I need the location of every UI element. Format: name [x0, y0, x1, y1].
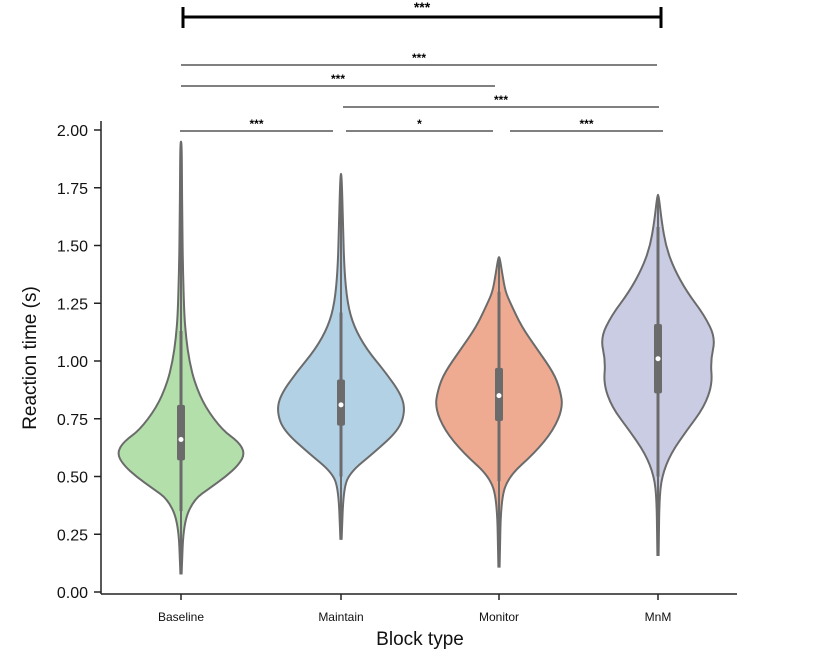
violin-median-dot	[655, 356, 661, 362]
violin-median-dot	[338, 402, 344, 408]
violins-group	[117, 140, 715, 575]
y-axis-title: Reaction time (s)	[20, 286, 41, 430]
x-tick-label: Monitor	[479, 610, 519, 624]
x-tick-label: Baseline	[158, 610, 204, 624]
x-tick-label: Maintain	[318, 610, 363, 624]
x-axis-title: Block type	[376, 629, 464, 650]
y-tick-label: 1.00	[57, 354, 88, 371]
violin-iqr-box	[177, 404, 185, 461]
significance-label: ***	[579, 117, 593, 131]
y-tick-label: 1.75	[57, 181, 88, 198]
violin-median-dot	[178, 437, 184, 443]
y-tick-label: 0.25	[57, 527, 88, 544]
y-tick-label: 1.25	[57, 296, 88, 313]
significance-label: ***	[494, 93, 508, 107]
significance-label: ***	[331, 72, 345, 86]
y-tick-label: 2.00	[57, 123, 88, 140]
y-tick-label: 1.50	[57, 239, 88, 256]
axes-group	[100, 121, 737, 595]
significance-label: ***	[412, 51, 426, 65]
y-tick-label: 0.50	[57, 470, 88, 487]
violin-median-dot	[496, 393, 502, 399]
significance-label: ***	[249, 117, 263, 131]
significance-label: ***	[414, 0, 431, 15]
x-ticks-group: Baseline Maintain Monitor MnM	[158, 594, 671, 624]
y-ticks-group: 0.00 0.25 0.50 0.75 1.00 1.25 1.50 1.75 2.00	[57, 123, 101, 602]
x-tick-label: MnM	[645, 610, 672, 624]
y-tick-label: 0.75	[57, 412, 88, 429]
y-tick-label: 0.00	[57, 585, 88, 602]
significance-group: *************** * ***	[180, 0, 663, 132]
significance-label: *	[417, 117, 422, 131]
